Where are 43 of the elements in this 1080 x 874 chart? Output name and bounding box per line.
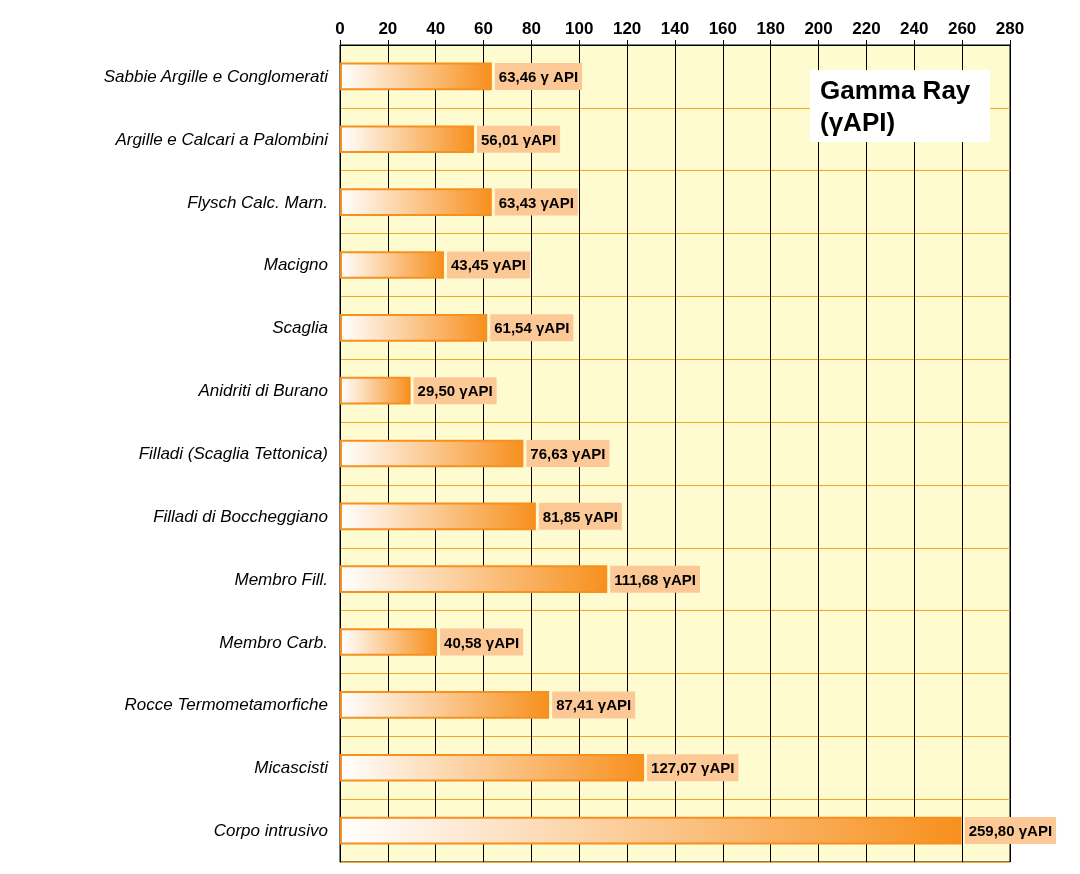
data-label: 56,01 γAPI [481, 130, 557, 148]
y-tick-label: Argille e Calcari a Palombini [114, 129, 330, 149]
x-tick-label: 140 [660, 19, 690, 38]
x-tick-label: 180 [756, 19, 785, 38]
x-tick-label: 160 [708, 19, 738, 38]
x-tick-label: 220 [852, 19, 881, 38]
data-label: 29,50 γAPI [417, 382, 493, 400]
y-tick-label: Scaglia [272, 318, 328, 338]
x-tick-label: 80 [521, 19, 541, 38]
x-tick-label: 260 [947, 19, 977, 38]
y-tick-label: Membro Fill. [234, 569, 328, 589]
data-label: 61,54 γAPI [494, 319, 570, 337]
x-tick-label: 40 [426, 19, 446, 38]
data-label: 259,80 γAPI [968, 822, 1053, 840]
y-tick-label: Corpo intrusivo [213, 821, 328, 841]
data-label: 63,46 γ API [498, 67, 579, 85]
x-tick-label: 60 [474, 19, 494, 38]
y-tick-label: Filladi (Scaglia Tettonica) [138, 444, 328, 463]
text: Gamma Ray (γAPI) [820, 75, 978, 137]
data-label: 63,43 γAPI [498, 193, 574, 211]
x-tick-label: 200 [804, 19, 833, 38]
data-label: 43,45 γAPI [450, 256, 527, 274]
data-label: 40,58 γAPI [444, 633, 520, 651]
data-label: 81,85 γAPI [542, 507, 618, 525]
data-label: 111,68 γAPI [614, 570, 696, 588]
y-tick-label: Filladi di Boccheggiano [153, 506, 328, 526]
x-tick-label: 280 [995, 19, 1025, 38]
bar [340, 251, 444, 279]
x-tick-label: 20 [378, 19, 398, 38]
data-label: 76,63 γAPI [530, 445, 606, 462]
y-tick-label: Rocce Termometamorfiche [124, 695, 328, 715]
x-tick-label: 100 [565, 19, 594, 38]
x-tick-label: 0 [335, 19, 345, 38]
y-tick-label: Sabbie Argille e Conglomerati [103, 66, 330, 86]
data-label: 87,41 γAPI [556, 696, 632, 714]
x-tick-label: 240 [900, 19, 929, 38]
y-tick-label: Macigno [263, 255, 328, 275]
y-tick-label: Micascisti [254, 758, 330, 778]
y-tick-label: Membro Carb. [219, 632, 328, 652]
x-tick-label: 120 [612, 19, 642, 38]
data-label: 127,07 γAPI [651, 759, 735, 777]
y-tick-label: Anidriti di Burano [197, 381, 328, 401]
y-tick-label: Flysch Calc. Marn. [187, 192, 328, 212]
